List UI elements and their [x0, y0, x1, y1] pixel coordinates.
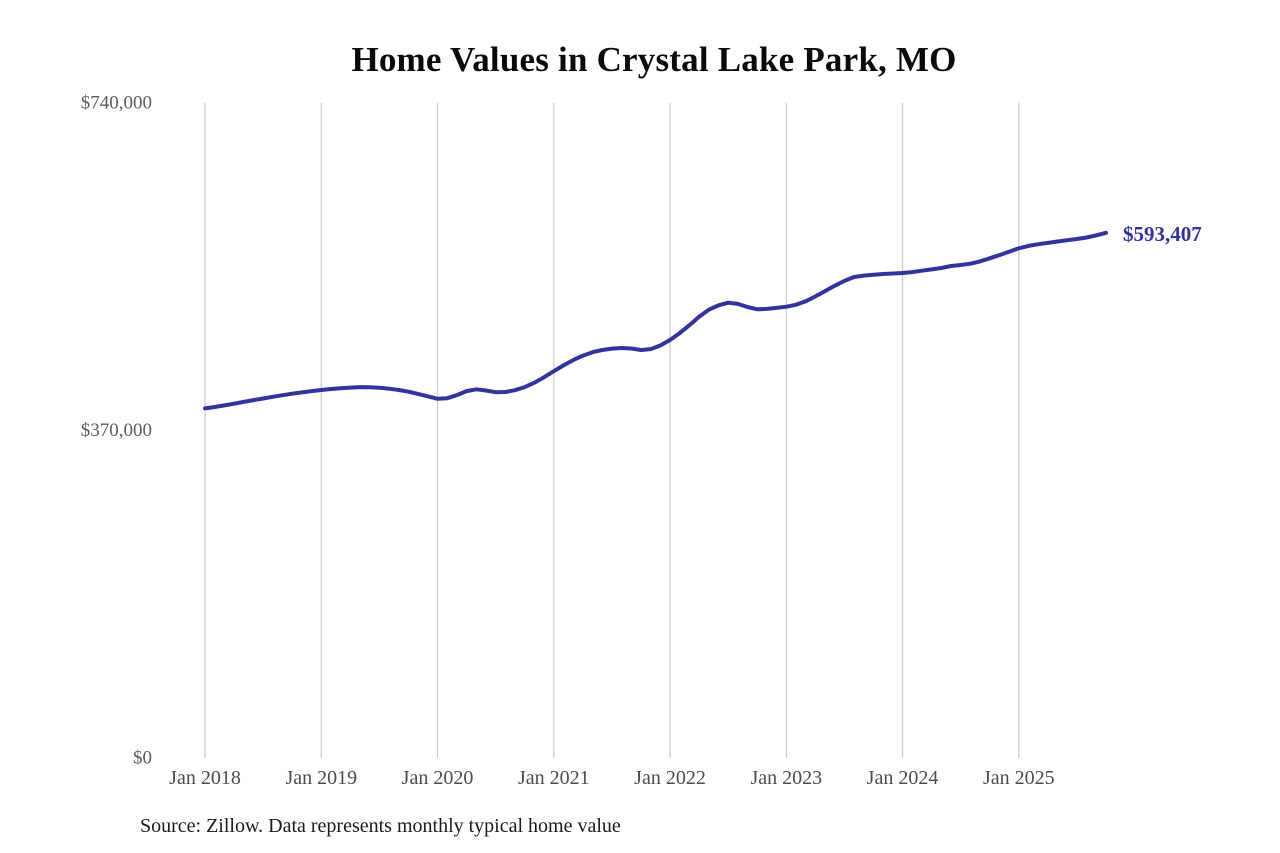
x-tick-label: Jan 2020 [402, 767, 474, 789]
y-tick-label: $370,000 [81, 420, 152, 441]
end-value-label: $593,407 [1123, 222, 1202, 246]
x-tick-label: Jan 2024 [867, 767, 939, 789]
x-tick-label: Jan 2025 [983, 767, 1055, 789]
x-tick-label: Jan 2019 [285, 767, 357, 789]
y-tick-label: $0 [133, 748, 152, 769]
x-tick-label: Jan 2018 [169, 767, 241, 789]
x-tick-label: Jan 2022 [634, 767, 706, 789]
x-tick-label: Jan 2023 [750, 767, 822, 789]
y-tick-label: $740,000 [81, 93, 152, 114]
x-tick-label: Jan 2021 [518, 767, 590, 789]
home-value-line [203, 230, 1108, 411]
chart-title: Home Values in Crystal Lake Park, MO [351, 40, 957, 79]
source-note: Source: Zillow. Data represents monthly … [140, 815, 621, 837]
